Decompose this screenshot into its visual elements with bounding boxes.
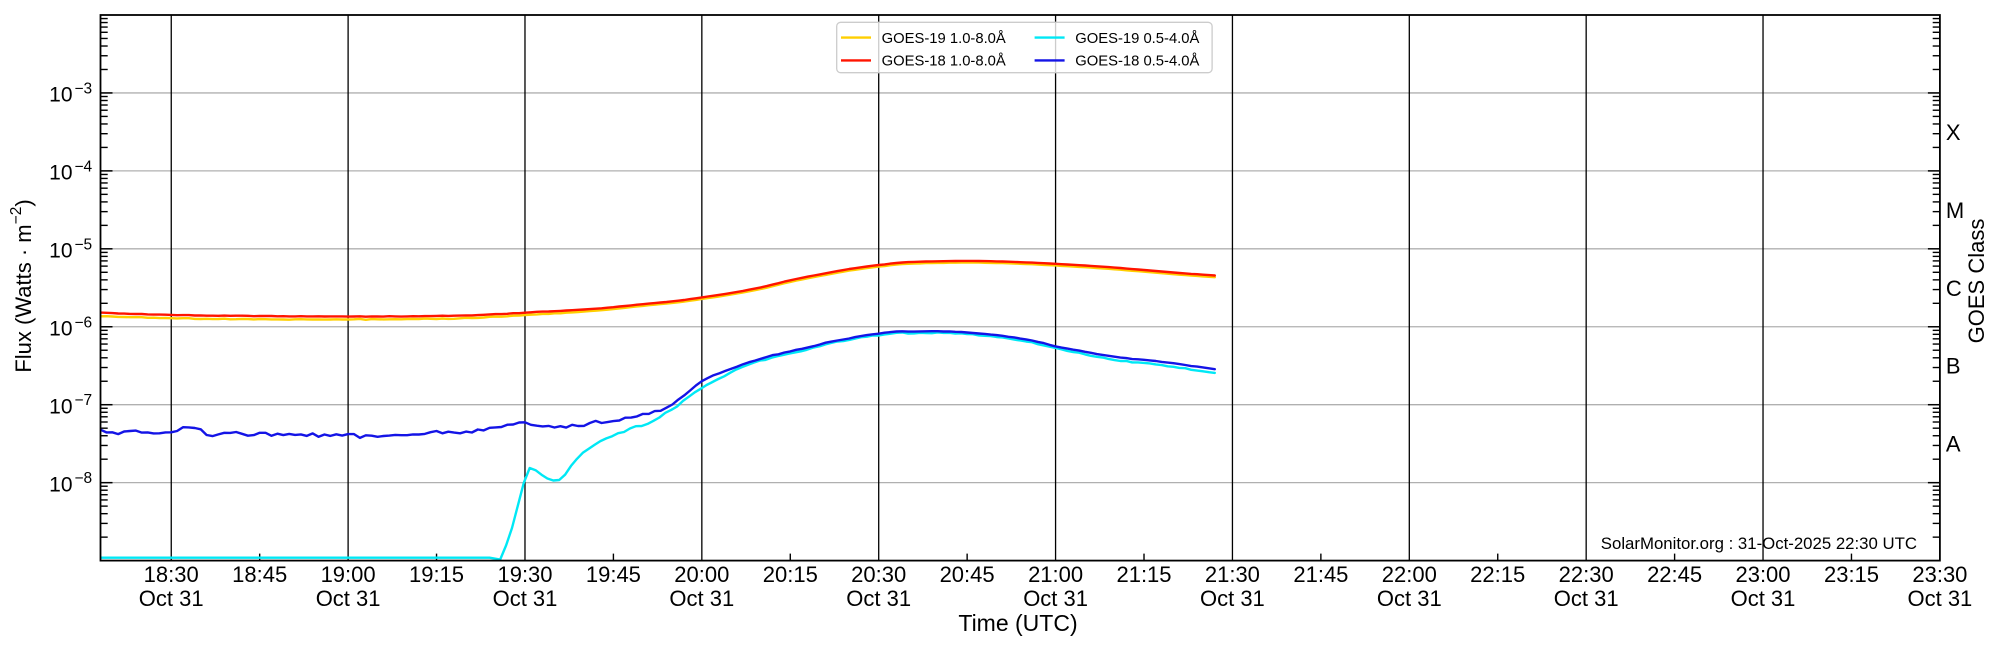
- svg-text:GOES-18 0.5-4.0Å: GOES-18 0.5-4.0Å: [1075, 53, 1199, 70]
- svg-text:10: 10: [49, 162, 72, 185]
- svg-text:10: 10: [49, 474, 72, 497]
- svg-text:A: A: [1946, 432, 1961, 457]
- svg-text:GOES-18 1.0-8.0Å: GOES-18 1.0-8.0Å: [882, 53, 1006, 70]
- svg-text:C: C: [1946, 276, 1962, 301]
- svg-text:Oct 31: Oct 31: [1023, 586, 1088, 611]
- svg-text:22:30: 22:30: [1559, 562, 1614, 587]
- svg-text:10: 10: [49, 318, 72, 341]
- svg-text:Oct 31: Oct 31: [669, 586, 734, 611]
- svg-text:20:45: 20:45: [940, 562, 995, 587]
- svg-text:GOES-19 0.5-4.0Å: GOES-19 0.5-4.0Å: [1075, 30, 1199, 47]
- svg-text:23:00: 23:00: [1735, 562, 1790, 587]
- svg-text:−4: −4: [75, 158, 93, 175]
- svg-text:18:45: 18:45: [232, 562, 287, 587]
- svg-text:Oct 31: Oct 31: [1554, 586, 1619, 611]
- svg-text:Oct 31: Oct 31: [1731, 586, 1796, 611]
- svg-text:Oct 31: Oct 31: [846, 586, 911, 611]
- svg-text:Oct 31: Oct 31: [139, 586, 204, 611]
- svg-text:10: 10: [49, 240, 72, 263]
- svg-text:GOES-19 1.0-8.0Å: GOES-19 1.0-8.0Å: [882, 30, 1006, 47]
- svg-text:Oct 31: Oct 31: [493, 586, 558, 611]
- svg-text:21:30: 21:30: [1205, 562, 1260, 587]
- svg-text:23:30: 23:30: [1912, 562, 1967, 587]
- svg-text:Oct 31: Oct 31: [1377, 586, 1442, 611]
- svg-text:Oct 31: Oct 31: [316, 586, 381, 611]
- svg-text:21:45: 21:45: [1293, 562, 1348, 587]
- svg-text:10: 10: [49, 84, 72, 107]
- svg-text:−6: −6: [75, 314, 93, 331]
- svg-text:Flux (Watts · m−2): Flux (Watts · m−2): [8, 199, 36, 372]
- svg-text:21:00: 21:00: [1028, 562, 1083, 587]
- svg-text:23:15: 23:15: [1824, 562, 1879, 587]
- svg-text:Oct 31: Oct 31: [1907, 586, 1972, 611]
- svg-text:−8: −8: [75, 470, 93, 487]
- svg-text:SolarMonitor.org : 31-Oct-2025: SolarMonitor.org : 31-Oct-2025 22:30 UTC: [1601, 534, 1917, 553]
- svg-text:18:30: 18:30: [144, 562, 199, 587]
- svg-text:22:15: 22:15: [1470, 562, 1525, 587]
- svg-text:19:00: 19:00: [321, 562, 376, 587]
- svg-text:X: X: [1946, 120, 1961, 145]
- svg-text:21:15: 21:15: [1116, 562, 1171, 587]
- svg-text:−7: −7: [75, 392, 93, 409]
- svg-text:−5: −5: [75, 236, 93, 253]
- svg-text:Oct 31: Oct 31: [1200, 586, 1265, 611]
- svg-text:19:15: 19:15: [409, 562, 464, 587]
- svg-text:19:30: 19:30: [497, 562, 552, 587]
- svg-text:B: B: [1946, 354, 1961, 379]
- svg-text:20:00: 20:00: [674, 562, 729, 587]
- svg-text:22:45: 22:45: [1647, 562, 1702, 587]
- svg-text:19:45: 19:45: [586, 562, 641, 587]
- svg-text:20:30: 20:30: [851, 562, 906, 587]
- svg-text:−3: −3: [75, 80, 93, 97]
- svg-text:10: 10: [49, 396, 72, 419]
- svg-text:GOES Class: GOES Class: [1964, 219, 1989, 344]
- svg-text:22:00: 22:00: [1382, 562, 1437, 587]
- svg-text:M: M: [1946, 198, 1964, 223]
- svg-text:Time (UTC): Time (UTC): [958, 610, 1077, 636]
- svg-text:20:15: 20:15: [763, 562, 818, 587]
